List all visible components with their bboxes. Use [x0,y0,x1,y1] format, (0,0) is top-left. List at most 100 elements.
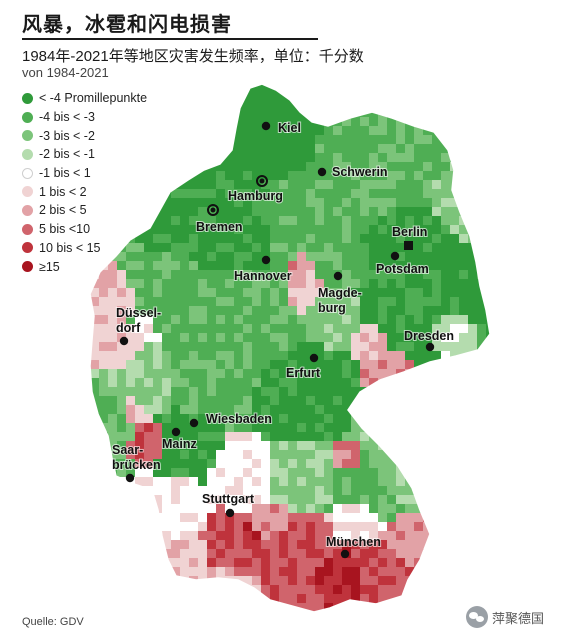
map-region [468,387,478,397]
map-region [207,612,217,622]
map-region [225,612,235,622]
map-region [306,261,316,271]
map-region [396,153,406,163]
map-region [270,558,280,568]
map-region [459,531,469,541]
map-region [216,405,226,415]
city-label-saarbruecken-line1: Saar- [112,443,143,457]
map-region [90,135,91,145]
map-region [324,486,334,496]
map-region [369,90,379,100]
map-region [360,495,370,505]
map-region [153,369,163,379]
map-region [162,180,172,190]
map-region [315,162,325,172]
map-region [324,414,334,424]
map-region [459,279,469,289]
map-region [459,198,469,208]
map-region [216,567,226,577]
map-region [351,198,361,208]
map-region [144,558,154,568]
map-region [108,423,118,433]
map-region [153,405,163,415]
map-region [351,234,361,244]
map-region [180,135,190,145]
map-region [171,333,181,343]
map-region [396,360,406,370]
map-region [477,540,487,550]
map-region [144,342,154,352]
map-region [432,576,442,586]
map-region [450,270,460,280]
map-region [495,252,505,262]
map-region [369,450,379,460]
map-region [495,369,505,379]
map-region [270,414,280,424]
map-region [90,180,100,190]
map-region [315,486,325,496]
map-region [225,261,235,271]
map-region [99,342,109,352]
map-region [342,153,352,163]
map-region [441,351,451,361]
map-region [423,252,433,262]
map-region [450,621,460,631]
map-region [414,477,424,487]
map-region [162,153,172,163]
map-region [450,432,460,442]
map-region [234,531,244,541]
map-region [351,567,361,577]
map-region [387,279,397,289]
map-region [126,612,136,622]
map-region [126,333,136,343]
map-region [432,414,442,424]
map-region [189,324,199,334]
map-region [333,576,343,586]
map-region [495,153,505,163]
map-region [189,135,199,145]
map-region [324,324,334,334]
map-region [117,621,127,631]
map-region [270,171,280,181]
map-region [90,189,100,199]
map-region [477,576,487,586]
city-label-berlin: Berlin [392,225,427,239]
map-region [360,351,370,361]
map-region [225,513,235,523]
map-region [333,144,343,154]
map-region [171,468,181,478]
map-region [234,378,244,388]
map-region [351,261,361,271]
map-region [117,405,127,415]
map-region [90,225,100,235]
map-region [342,477,352,487]
map-region [306,189,316,199]
map-region [441,414,451,424]
map-region [414,594,424,604]
map-region [387,360,397,370]
map-region [306,126,316,136]
map-region [126,432,136,442]
map-region [144,189,154,199]
map-region [432,225,442,235]
map-region [459,297,469,307]
map-region [450,216,460,226]
map-region [234,315,244,325]
map-region [171,612,181,622]
map-region [261,540,271,550]
map-region [297,297,307,307]
map-region [378,252,388,262]
map-region [261,306,271,316]
map-region [216,324,226,334]
map-region [108,486,118,496]
legend-item: 5 bis <10 [22,220,147,239]
map-region [270,441,280,451]
map-region [351,207,361,217]
map-region [486,162,490,172]
map-region [207,315,217,325]
map-region [99,333,109,343]
map-region [423,198,433,208]
map-region [396,567,406,577]
map-region [297,468,307,478]
map-region [207,351,217,361]
